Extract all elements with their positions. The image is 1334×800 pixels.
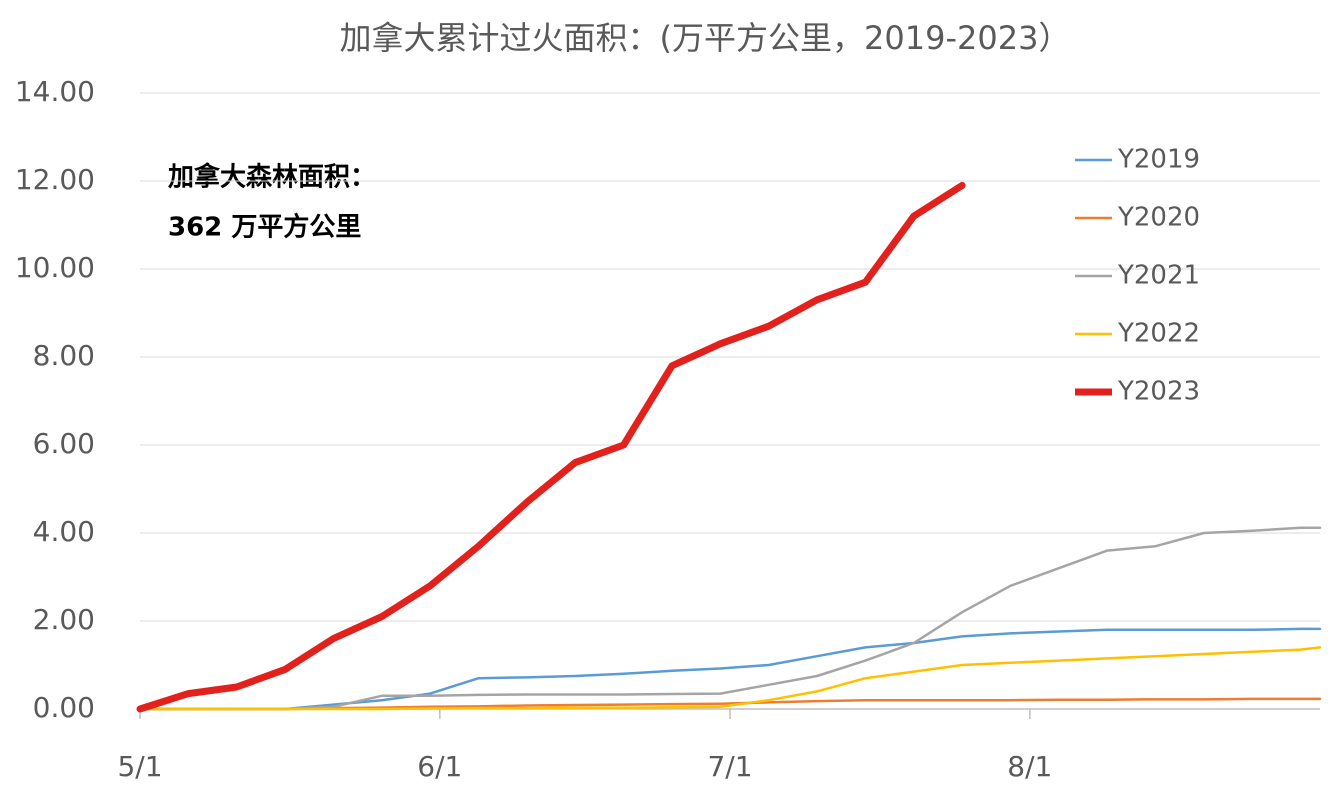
legend-label: Y2023 (1117, 377, 1200, 407)
y-tick-label: 6.00 (33, 427, 95, 460)
y-tick-label: 14.00 (15, 75, 95, 108)
legend-label: Y2019 (1117, 145, 1200, 175)
legend-label: Y2021 (1117, 261, 1200, 291)
y-tick-label: 2.00 (33, 603, 95, 636)
series-line (138, 646, 1322, 711)
y-tick-label: 8.00 (33, 339, 95, 372)
y-tick-label: 0.00 (33, 691, 95, 724)
series-line (138, 627, 1322, 711)
x-tick-label: 5/1 (117, 750, 162, 783)
y-tick-label: 4.00 (33, 515, 95, 548)
legend-label: Y2020 (1117, 203, 1200, 233)
x-tick-label: 6/1 (417, 750, 462, 783)
series-line (136, 181, 966, 713)
series-line (138, 526, 1322, 711)
x-tick-label: 8/1 (1007, 750, 1052, 783)
y-tick-label: 10.00 (15, 251, 95, 284)
y-tick-label: 12.00 (15, 163, 95, 196)
annotation: 362 万平方公里 (168, 212, 361, 243)
legend-label: Y2022 (1117, 319, 1200, 349)
x-tick-label: 7/1 (707, 750, 752, 783)
annotation: 加拿大森林面积： (168, 162, 376, 193)
chart-title: 加拿大累计过火面积：(万平方公里，2019-2023） (340, 19, 1071, 57)
